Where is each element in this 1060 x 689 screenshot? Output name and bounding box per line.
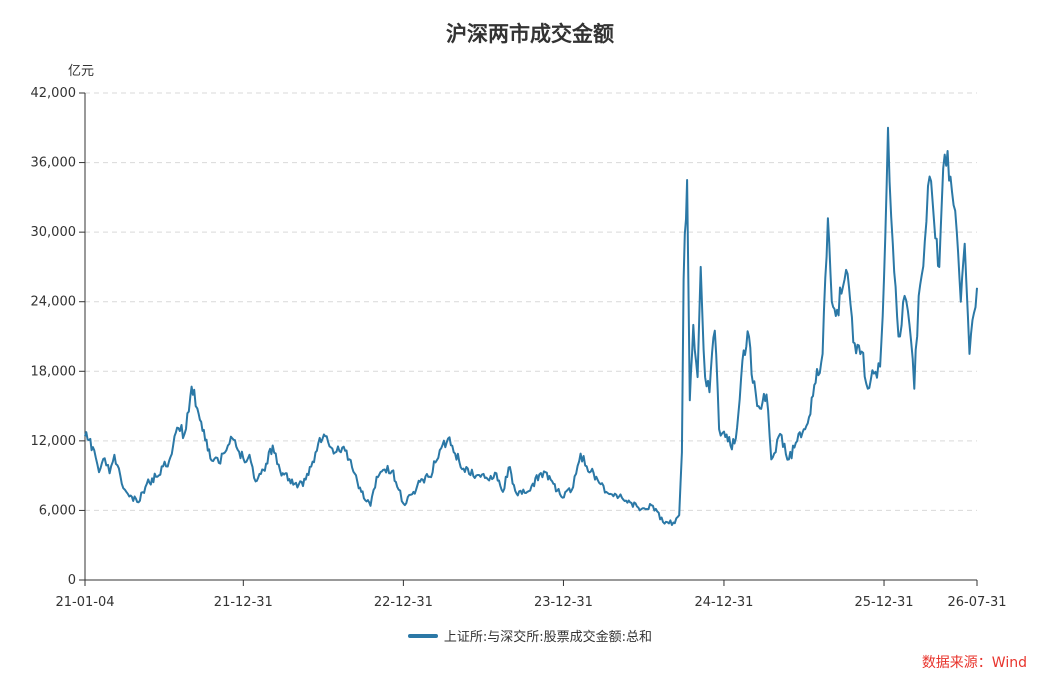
x-tick-label: 21-01-04 <box>55 595 114 610</box>
y-axis: 0 6,000 12,000 18,000 24,000 30,000 36,000 42,0… <box>31 86 86 588</box>
x-tick-label: 26-07-31 <box>947 595 1006 610</box>
x-tick-label: 23-12-31 <box>534 595 593 610</box>
x-tick-label: 24-12-31 <box>694 595 753 610</box>
series-line <box>84 126 978 526</box>
x-tick-label: 21-12-31 <box>214 595 273 610</box>
legend[interactable]: 上证所:与深交所:股票成交金额:总和 <box>0 626 1060 645</box>
gridlines <box>85 92 977 511</box>
y-tick-label: 24,000 <box>31 295 77 310</box>
x-tick-label: 25-12-31 <box>855 595 914 610</box>
y-tick-label: 18,000 <box>31 364 77 379</box>
y-axis-unit: 亿元 <box>68 64 95 79</box>
y-tick-label: 42,000 <box>31 86 77 101</box>
y-tick-label: 0 <box>68 573 76 588</box>
y-tick-label: 36,000 <box>31 156 77 171</box>
source-note: 数据来源：Wind <box>921 655 1027 671</box>
x-axis: 21-01-04 21-12-31 22-12-31 23-12-31 24-12-31… <box>55 579 1007 610</box>
y-tick-label: 12,000 <box>31 434 77 449</box>
series-lines <box>84 126 978 526</box>
y-tick-label: 30,000 <box>31 225 77 240</box>
legend-swatch <box>407 633 438 638</box>
legend-label: 上证所:与深交所:股票成交金额:总和 <box>443 630 653 645</box>
x-tick-label: 22-12-31 <box>374 595 433 610</box>
y-tick-label: 6,000 <box>39 503 76 518</box>
chart-title: 沪深两市成交金额 <box>446 22 614 46</box>
